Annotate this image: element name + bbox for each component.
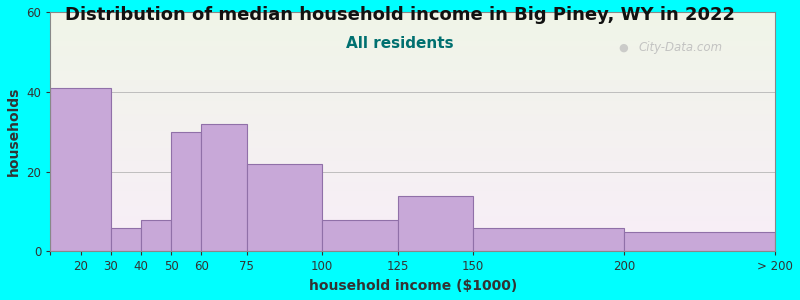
X-axis label: household income ($1000): household income ($1000)	[309, 279, 517, 293]
Bar	[50, 88, 110, 251]
Text: All residents: All residents	[346, 36, 454, 51]
Bar	[624, 232, 775, 251]
Bar	[246, 164, 322, 251]
Bar	[322, 220, 398, 251]
Text: Distribution of median household income in Big Piney, WY in 2022: Distribution of median household income …	[65, 6, 735, 24]
Bar	[141, 220, 171, 251]
Bar	[202, 124, 246, 251]
Text: City-Data.com: City-Data.com	[639, 41, 723, 54]
Text: ●: ●	[618, 43, 628, 53]
Bar	[110, 227, 141, 251]
Bar	[398, 196, 473, 251]
Y-axis label: households: households	[7, 87, 21, 176]
Bar	[473, 227, 624, 251]
Bar	[171, 132, 202, 251]
